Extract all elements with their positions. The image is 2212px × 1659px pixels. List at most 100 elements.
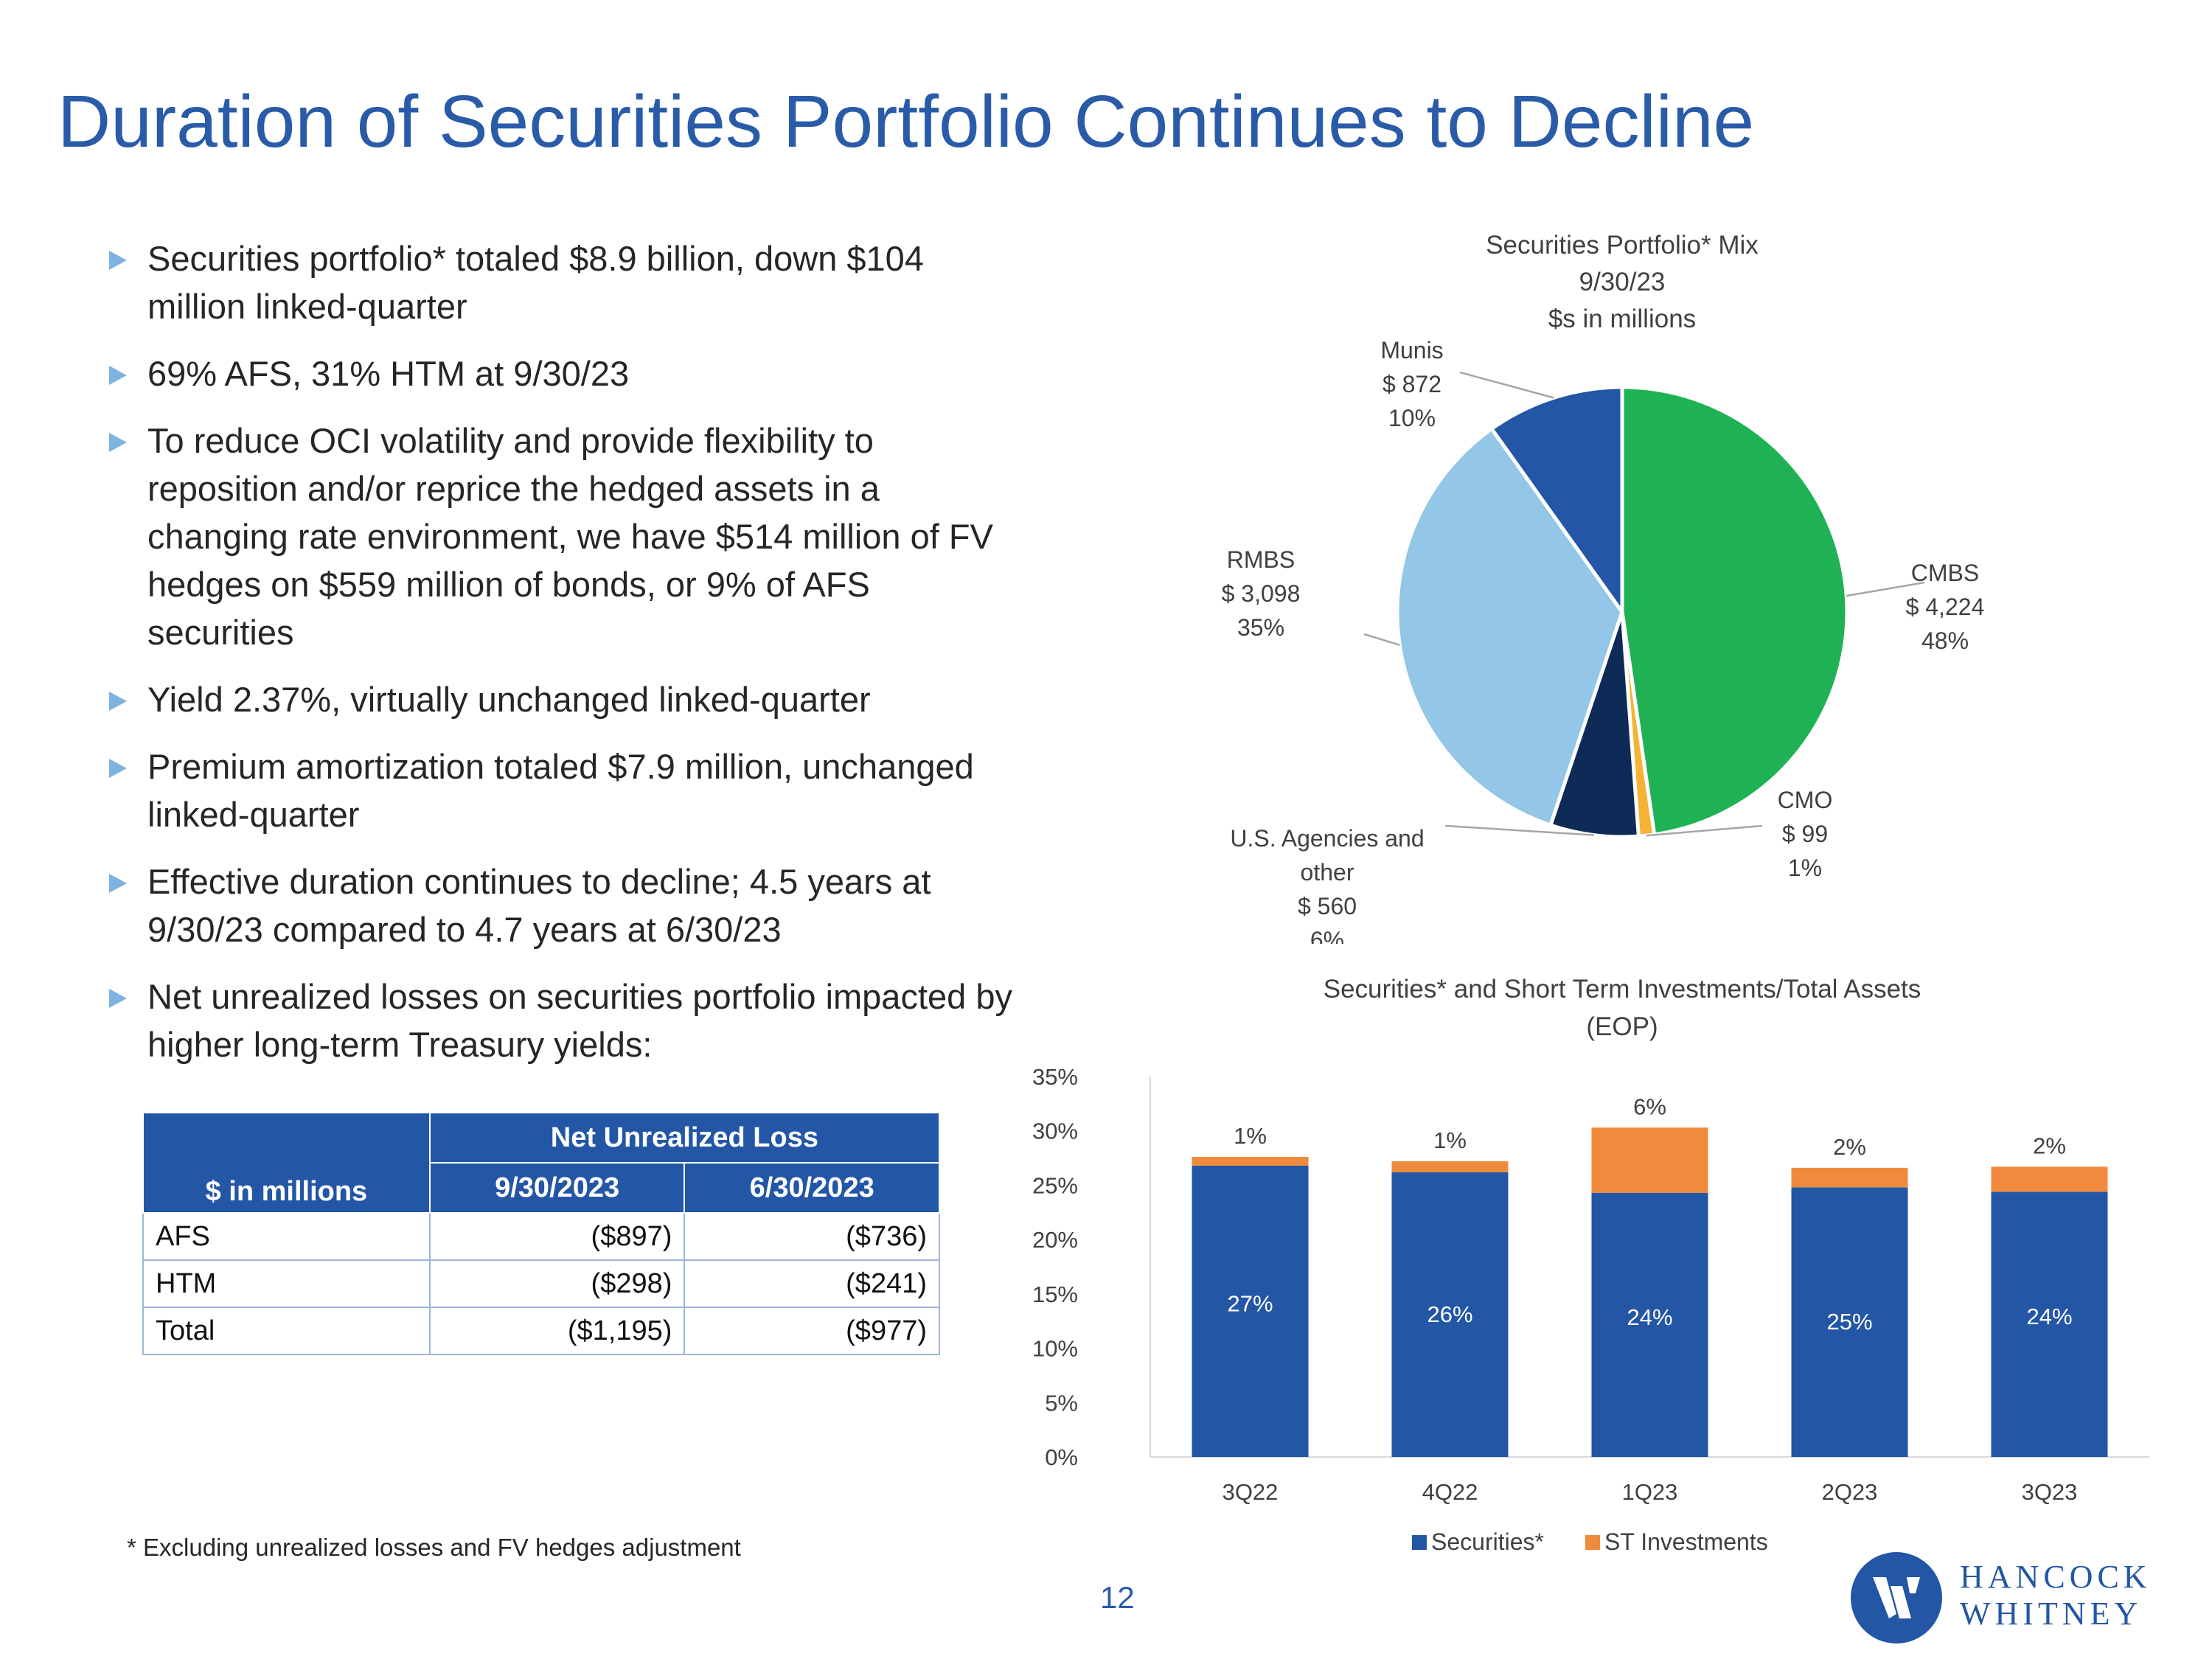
table-col-header-2: 6/30/2023 <box>684 1162 940 1214</box>
table-row: Total ($1,195) ($977) <box>142 1307 940 1355</box>
pie-data-label: U.S. Agencies and <box>1230 825 1424 852</box>
bar-chart-title-line: Securities* and Short Term Investments/T… <box>1324 975 1921 1004</box>
logo-mark <box>1851 1552 1942 1644</box>
table-row: AFS ($897) ($736) <box>142 1212 940 1261</box>
pie-title-line: Securities Portfolio* Mix <box>1486 231 1759 260</box>
logo-line-1: HANCOCK <box>1960 1559 2152 1595</box>
bullet-item: Yield 2.37%, virtually unchanged linked-… <box>109 675 1023 723</box>
bullet-item: 69% AFS, 31% HTM at 9/30/23 <box>109 349 1023 397</box>
pie-leader-line <box>1846 581 1925 597</box>
bar-segment-st-investments <box>1391 1161 1509 1172</box>
bullet-arrow-icon <box>109 874 127 893</box>
x-tick-label: 4Q22 <box>1422 1479 1478 1505</box>
bar-data-label: 1% <box>1234 1123 1267 1149</box>
table-row-label: Total <box>142 1307 431 1355</box>
table-group-header: Net Unrealized Loss <box>428 1112 941 1164</box>
bullet-item: Net unrealized losses on securities port… <box>109 973 1023 1068</box>
pie-data-label: 10% <box>1388 405 1436 431</box>
x-tick-label: 3Q22 <box>1222 1479 1279 1505</box>
bullet-item: To reduce OCI volatility and provide fle… <box>109 417 1023 656</box>
pie-data-label: $ 560 <box>1298 893 1357 919</box>
y-tick-label: 10% <box>1032 1336 1078 1362</box>
table-cell: ($736) <box>684 1212 940 1261</box>
pie-slice-rmbs <box>1395 426 1624 828</box>
pie-data-label: 1% <box>1788 855 1822 881</box>
y-tick-label: 20% <box>1032 1227 1078 1253</box>
bar-segment-securities <box>1192 1165 1309 1457</box>
y-tick-label: 35% <box>1032 1064 1078 1090</box>
bar-data-label: 2% <box>1833 1134 1866 1160</box>
pie-title-line: 9/30/23 <box>1579 268 1666 296</box>
pie-data-label: 6% <box>1310 927 1344 944</box>
bullet-text: Effective duration continues to decline;… <box>147 862 931 949</box>
pie-data-label: $ 99 <box>1782 821 1828 847</box>
bar-segment-st-investments <box>1192 1157 1309 1166</box>
x-tick-label: 3Q23 <box>2022 1479 2078 1505</box>
pie-leader-line <box>1646 824 1763 837</box>
table-corner-header: $ in millions <box>142 1112 431 1214</box>
table-cell: ($897) <box>428 1212 686 1261</box>
y-tick-label: 5% <box>1045 1390 1078 1416</box>
pie-data-label: $ 4,224 <box>1906 594 1985 620</box>
unrealized-loss-table: $ in millions Net Unrealized Loss 9/30/2… <box>142 1112 941 1355</box>
bullet-arrow-icon <box>109 366 127 385</box>
bar-segment-st-investments <box>1591 1127 1708 1193</box>
bar-data-label: 24% <box>2026 1304 2072 1329</box>
bar-segment-st-investments <box>1791 1167 1908 1188</box>
bar-segment-securities <box>1791 1187 1908 1457</box>
bullet-text: Yield 2.37%, virtually unchanged linked-… <box>147 680 871 719</box>
bar-segment-st-investments <box>1991 1166 2108 1192</box>
bar-data-label: 1% <box>1433 1127 1467 1153</box>
pie-data-label: $ 872 <box>1382 371 1441 397</box>
logo-h-icon <box>1873 1577 1920 1618</box>
bar-segment-securities <box>1591 1192 1708 1457</box>
table-row-label: AFS <box>142 1212 431 1261</box>
pie-data-label: CMBS <box>1911 560 1979 586</box>
bar-segment-securities <box>1991 1192 2108 1457</box>
bullet-text: To reduce OCI volatility and provide fle… <box>147 421 993 652</box>
page-title: Duration of Securities Portfolio Continu… <box>58 80 1755 163</box>
pie-title-line: $s in millions <box>1548 305 1696 333</box>
table-cell: ($298) <box>428 1259 686 1308</box>
y-tick-label: 25% <box>1032 1172 1078 1198</box>
legend-swatch <box>1585 1535 1600 1550</box>
bullet-arrow-icon <box>109 759 127 778</box>
bullet-arrow-icon <box>109 433 127 452</box>
bar-segment-securities <box>1391 1172 1509 1457</box>
pie-data-label: $ 3,098 <box>1222 580 1301 607</box>
legend-swatch <box>1412 1535 1427 1550</box>
table-row-label: HTM <box>142 1259 431 1308</box>
bar-data-label: 25% <box>1826 1309 1872 1335</box>
legend-label: Securities* <box>1431 1528 1544 1555</box>
table-cell: ($241) <box>684 1259 940 1308</box>
bullet-item: Premium amortization totaled $7.9 millio… <box>109 742 1023 838</box>
table-cell: ($1,195) <box>428 1307 686 1355</box>
bullet-item: Securities portfolio* totaled $8.9 billi… <box>109 234 1023 330</box>
x-tick-label: 2Q23 <box>1822 1479 1878 1505</box>
bullet-arrow-icon <box>109 692 127 711</box>
page-number: 12 <box>1100 1580 1135 1615</box>
pie-data-label: Munis <box>1380 337 1443 364</box>
pie-leader-line <box>1444 824 1594 836</box>
pie-data-label: RMBS <box>1227 546 1295 573</box>
bullet-text: Net unrealized losses on securities port… <box>147 977 1012 1064</box>
pie-data-label: 48% <box>1921 627 1969 654</box>
y-tick-label: 15% <box>1032 1281 1078 1307</box>
bar-data-label: 2% <box>2033 1133 2066 1158</box>
pie-leader-line <box>1459 371 1554 399</box>
pie-leader-line <box>1363 633 1400 647</box>
bar-data-label: 24% <box>1627 1304 1672 1330</box>
bullet-arrow-icon <box>109 251 127 270</box>
bullet-text: Securities portfolio* totaled $8.9 billi… <box>147 239 924 326</box>
y-tick-label: 0% <box>1045 1444 1078 1470</box>
bullet-text: Premium amortization totaled $7.9 millio… <box>147 747 974 834</box>
stacked-bar-chart: Securities* and Short Term Investments/T… <box>1032 975 2149 1555</box>
pie-slice-cmbs <box>1620 385 1849 837</box>
bullet-arrow-icon <box>109 989 127 1008</box>
pie-slice-munis <box>1489 385 1624 618</box>
bullet-text: 69% AFS, 31% HTM at 9/30/23 <box>147 354 630 393</box>
pie-chart: Securities Portfolio* Mix 9/30/23 $s in mi… <box>1222 231 1985 944</box>
bullet-list: Securities portfolio* totaled $8.9 billi… <box>109 234 1023 1088</box>
table-cell: ($977) <box>684 1307 940 1355</box>
pie-data-label: CMO <box>1778 787 1833 813</box>
